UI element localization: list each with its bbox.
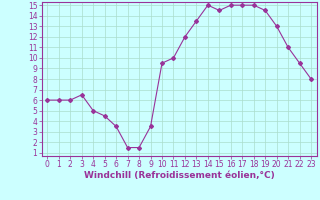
X-axis label: Windchill (Refroidissement éolien,°C): Windchill (Refroidissement éolien,°C) [84,171,275,180]
